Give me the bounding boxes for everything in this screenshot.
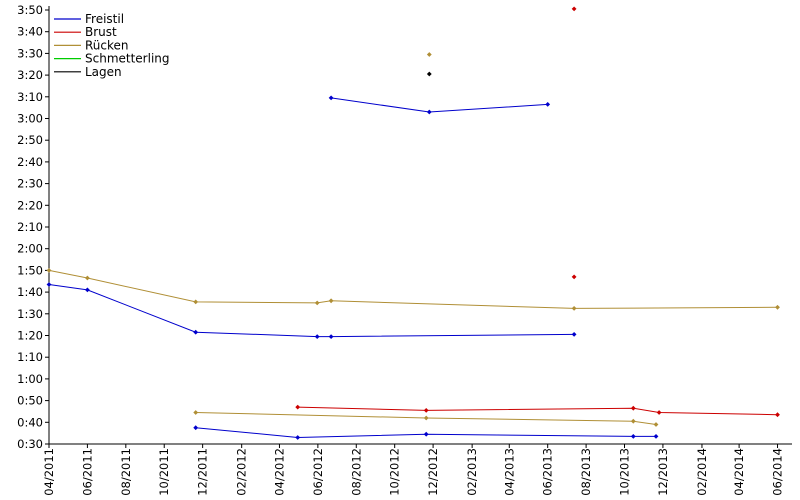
legend-label: Lagen	[85, 65, 122, 79]
series-lagen	[426, 71, 432, 77]
y-tick-label: 0:40	[17, 415, 43, 429]
data-point	[193, 299, 199, 305]
x-tick-label: 04/2014	[732, 448, 746, 496]
data-point	[314, 334, 320, 339]
data-point	[328, 95, 334, 101]
x-tick-label: 04/2012	[272, 448, 286, 496]
y-tick-label: 1:20	[17, 329, 43, 343]
y-tick-label: 3:00	[17, 112, 43, 126]
x-tick-label: 06/2013	[541, 448, 555, 496]
x-tick-label: 06/2012	[311, 448, 325, 496]
y-tick-label: 1:00	[17, 372, 43, 386]
y-tick-label: 1:30	[17, 307, 43, 321]
x-tick-label: 12/2011	[196, 448, 210, 496]
y-tick-label: 2:50	[17, 133, 43, 147]
y-tick-label: 0:50	[17, 394, 43, 408]
axes: 0:30 0:40 0:50 1:00 1:10 1:20 1:30 1:40 1:50 2:00…	[17, 3, 792, 496]
series-line	[48, 284, 575, 338]
plot-area	[46, 6, 780, 440]
data-point	[426, 71, 432, 77]
x-tick-label: 04/2013	[502, 448, 516, 496]
series-line	[331, 97, 548, 113]
data-point	[314, 300, 320, 306]
x-tick-label: 02/2014	[695, 448, 709, 496]
x-tick-label: 10/2012	[388, 448, 402, 496]
y-tick-label: 3:30	[17, 46, 43, 60]
y-tick-label: 1:50	[17, 263, 43, 277]
data-point	[630, 418, 636, 424]
series-line	[48, 269, 778, 309]
data-point	[423, 408, 429, 413]
series-rücken	[46, 52, 780, 427]
data-point	[571, 306, 577, 311]
data-point	[295, 404, 301, 410]
data-point	[423, 431, 429, 437]
y-tick-label: 2:20	[17, 198, 43, 212]
data-point	[656, 410, 662, 415]
x-tick-label: 10/2013	[618, 448, 632, 496]
y-tick-label: 1:40	[17, 285, 43, 299]
data-point	[426, 109, 432, 115]
data-point	[545, 102, 551, 107]
data-point	[653, 422, 659, 427]
y-tick-label: 2:40	[17, 155, 43, 169]
data-point	[571, 6, 577, 12]
data-point	[775, 304, 780, 310]
data-point	[426, 52, 432, 57]
data-point	[775, 412, 780, 418]
data-point	[571, 274, 577, 280]
legend-label: Freistil	[85, 12, 124, 26]
data-point	[328, 334, 334, 339]
x-tick-label: 10/2011	[157, 448, 171, 496]
x-tick-label: 04/2011	[42, 448, 56, 496]
x-tick-label: 02/2013	[465, 448, 479, 496]
y-tick-label: 2:10	[17, 220, 43, 234]
legend-label: Schmetterling	[85, 52, 170, 66]
data-point	[46, 268, 52, 273]
series-brust	[295, 6, 780, 418]
data-point	[85, 275, 90, 281]
y-tick-label: 2:00	[17, 242, 43, 256]
data-point	[328, 298, 334, 304]
data-point	[630, 434, 636, 439]
series-line	[195, 412, 657, 425]
x-tick-label: 12/2013	[656, 448, 670, 496]
x-tick-label: 08/2013	[579, 448, 593, 496]
series-freistil	[46, 95, 659, 440]
x-tick-label: 08/2012	[349, 448, 363, 496]
y-tick-label: 3:50	[17, 3, 43, 17]
x-tick-label: 06/2014	[771, 448, 785, 496]
data-point	[423, 415, 429, 421]
x-tick-label: 12/2012	[426, 448, 440, 496]
series-line	[297, 406, 778, 416]
data-point	[193, 425, 199, 431]
data-point	[653, 434, 659, 439]
y-tick-label: 3:20	[17, 68, 43, 82]
legend-label: Brust	[85, 25, 117, 39]
x-tick-label: 02/2012	[235, 448, 249, 496]
data-point	[193, 410, 199, 415]
data-point	[85, 287, 90, 293]
data-point	[46, 282, 52, 287]
y-tick-label: 0:30	[17, 437, 43, 451]
data-point	[630, 405, 636, 411]
data-point	[295, 435, 301, 440]
y-tick-label: 3:10	[17, 90, 43, 104]
y-tick-label: 2:30	[17, 177, 43, 191]
y-tick-label: 3:40	[17, 25, 43, 39]
data-point	[571, 332, 577, 337]
y-tick-label: 1:10	[17, 350, 43, 364]
data-point	[193, 329, 199, 335]
x-tick-label: 08/2011	[119, 448, 133, 496]
legend-label: Rücken	[85, 38, 129, 52]
x-tick-label: 06/2011	[80, 448, 94, 496]
